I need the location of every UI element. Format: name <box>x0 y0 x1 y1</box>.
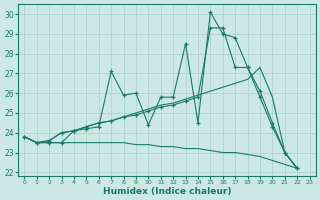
X-axis label: Humidex (Indice chaleur): Humidex (Indice chaleur) <box>103 187 231 196</box>
